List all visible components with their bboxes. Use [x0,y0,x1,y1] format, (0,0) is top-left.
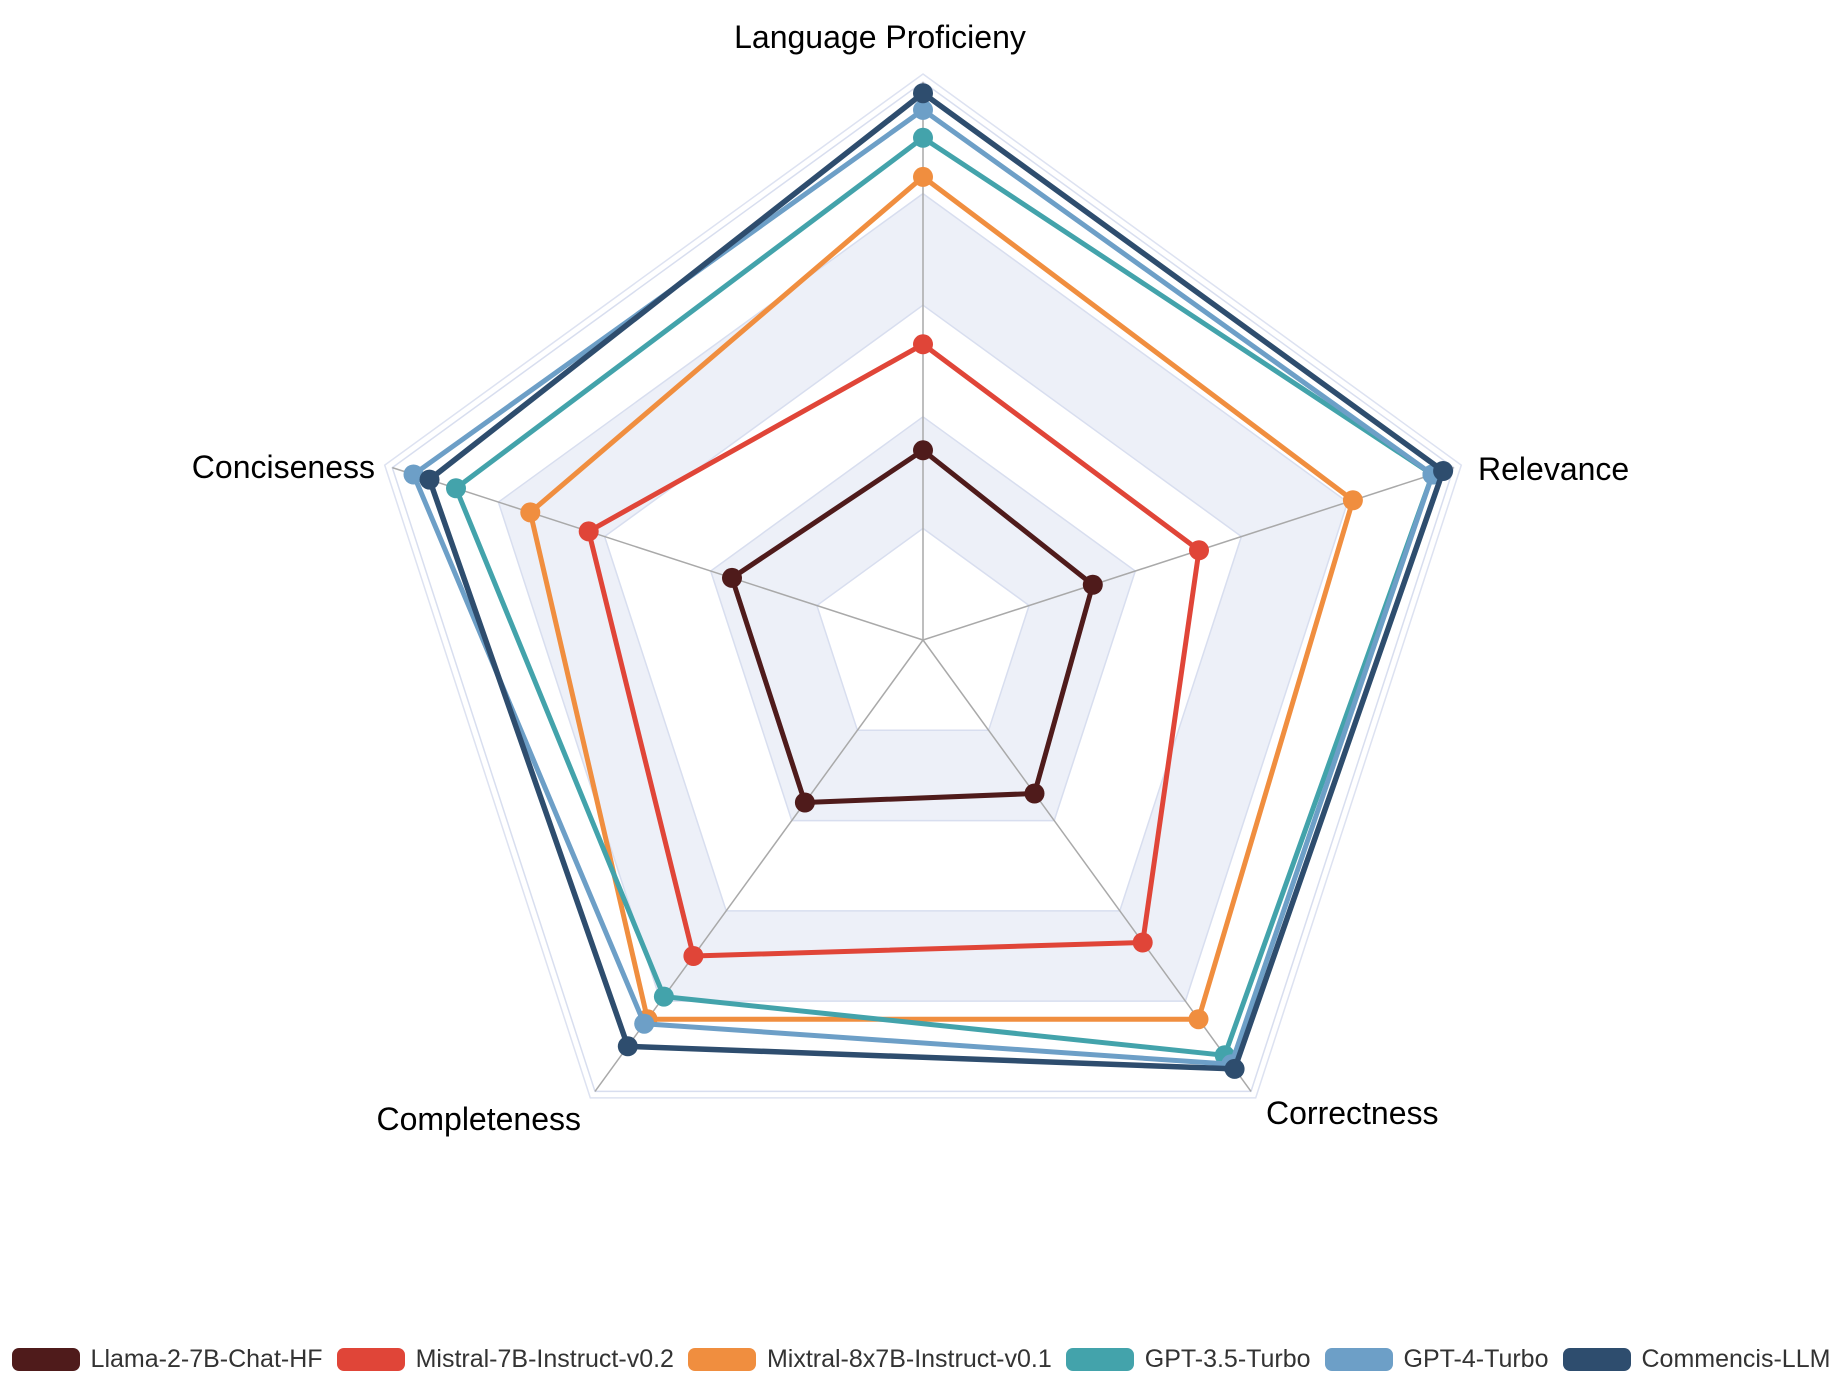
axis-label-conciseness: Conciseness [191,449,375,485]
data-point-GPT-3.5-Turbo[interactable] [913,127,933,148]
data-point-GPT-3.5-Turbo[interactable] [446,478,466,499]
grid-ring-line [709,415,1137,822]
legend-item-Mistral-7B-Instruct-v0.2[interactable]: Mistral-7B-Instruct-v0.2 [336,1344,674,1374]
axis-label-relevance: Relevance [1478,451,1630,487]
legend-swatch [336,1347,405,1371]
data-point-GPT-4-Turbo[interactable] [403,464,424,485]
data-point-Mistral-7B-Instruct-v0.2[interactable] [913,334,933,355]
legend-item-GPT-3.5-Turbo[interactable]: GPT-3.5-Turbo [1065,1344,1311,1374]
legend-swatch [687,1347,756,1371]
axis-label-correctness: Correctness [1266,1095,1439,1131]
grid-axis-spoke [392,466,924,641]
data-point-Mistral-7B-Instruct-v0.2[interactable] [1132,932,1153,953]
data-point-GPT-4-Turbo[interactable] [913,99,933,120]
grid-ring-line [497,192,1349,1002]
legend-swatch [1562,1347,1631,1371]
legend-item-Mixtral-8x7B-Instruct-v0.1[interactable]: Mixtral-8x7B-Instruct-v0.1 [687,1344,1052,1374]
grid-ring-line [603,304,1243,912]
data-point-Mixtral-8x7B-Instruct-v0.1[interactable] [913,166,933,187]
data-point-Llama-2-7B-Chat-HF[interactable] [1024,783,1045,804]
series-line-Commencis-LLM[interactable] [426,90,1446,1072]
legend-label: Mixtral-8x7B-Instruct-v0.1 [766,1344,1052,1373]
data-point-Llama-2-7B-Chat-HF[interactable] [722,567,742,588]
series-line-GPT-4-Turbo[interactable] [411,107,1435,1067]
data-point-Commencis-LLM[interactable] [419,469,440,490]
data-point-Mistral-7B-Instruct-v0.2[interactable] [683,946,704,966]
legend-swatch [1324,1347,1393,1371]
data-point-Commencis-LLM[interactable] [617,1036,638,1057]
grid-ring-line [816,527,1030,732]
grid-ring-line [391,81,1455,1093]
axis-label-completeness: Completeness [376,1101,581,1137]
legend-label: GPT-4-Turbo [1403,1344,1549,1373]
axis-label-language-proficieny: Language Proficieny [734,19,1026,55]
legend-label: GPT-3.5-Turbo [1144,1344,1311,1373]
grid-outer-boundary [383,73,1463,1099]
series-line-Mistral-7B-Instruct-v0.2[interactable] [586,341,1202,959]
legend-swatch [11,1347,80,1371]
data-point-Llama-2-7B-Chat-HF[interactable] [913,440,933,461]
legend-item-Llama-2-7B-Chat-HF[interactable]: Llama-2-7B-Chat-HF [11,1344,323,1374]
data-point-Commencis-LLM[interactable] [1433,461,1454,481]
data-point-Mistral-7B-Instruct-v0.2[interactable] [578,521,599,542]
grid-axis-spoke [922,466,1454,641]
data-point-GPT-3.5-Turbo[interactable] [653,986,674,1007]
series-line-Mixtral-8x7B-Instruct-v0.1[interactable] [527,174,1356,1022]
data-point-Llama-2-7B-Chat-HF[interactable] [794,792,815,813]
legend-label: Commencis-LLM [1641,1344,1831,1373]
data-point-Commencis-LLM[interactable] [1224,1058,1245,1079]
series-line-Llama-2-7B-Chat-HF[interactable] [729,447,1096,805]
legend-item-Commencis-LLM[interactable]: Commencis-LLM [1562,1344,1831,1374]
data-point-Mixtral-8x7B-Instruct-v0.1[interactable] [1342,490,1363,511]
data-point-Mixtral-8x7B-Instruct-v0.1[interactable] [520,502,541,523]
legend: Llama-2-7B-Chat-HF Mistral-7B-Instruct-v0… [0,1336,1842,1382]
data-point-Commencis-LLM[interactable] [913,83,933,104]
data-point-GPT-4-Turbo[interactable] [634,1013,655,1034]
data-point-Llama-2-7B-Chat-HF[interactable] [1082,574,1103,595]
data-point-Mixtral-8x7B-Instruct-v0.1[interactable] [1188,1009,1209,1030]
legend-swatch [1065,1347,1134,1371]
data-point-Mistral-7B-Instruct-v0.2[interactable] [1189,540,1209,561]
legend-item-GPT-4-Turbo[interactable]: GPT-4-Turbo [1324,1344,1549,1374]
legend-label: Mistral-7B-Instruct-v0.2 [415,1344,674,1373]
legend-label: Llama-2-7B-Chat-HF [90,1344,323,1373]
series-line-GPT-3.5-Turbo[interactable] [453,135,1435,1058]
